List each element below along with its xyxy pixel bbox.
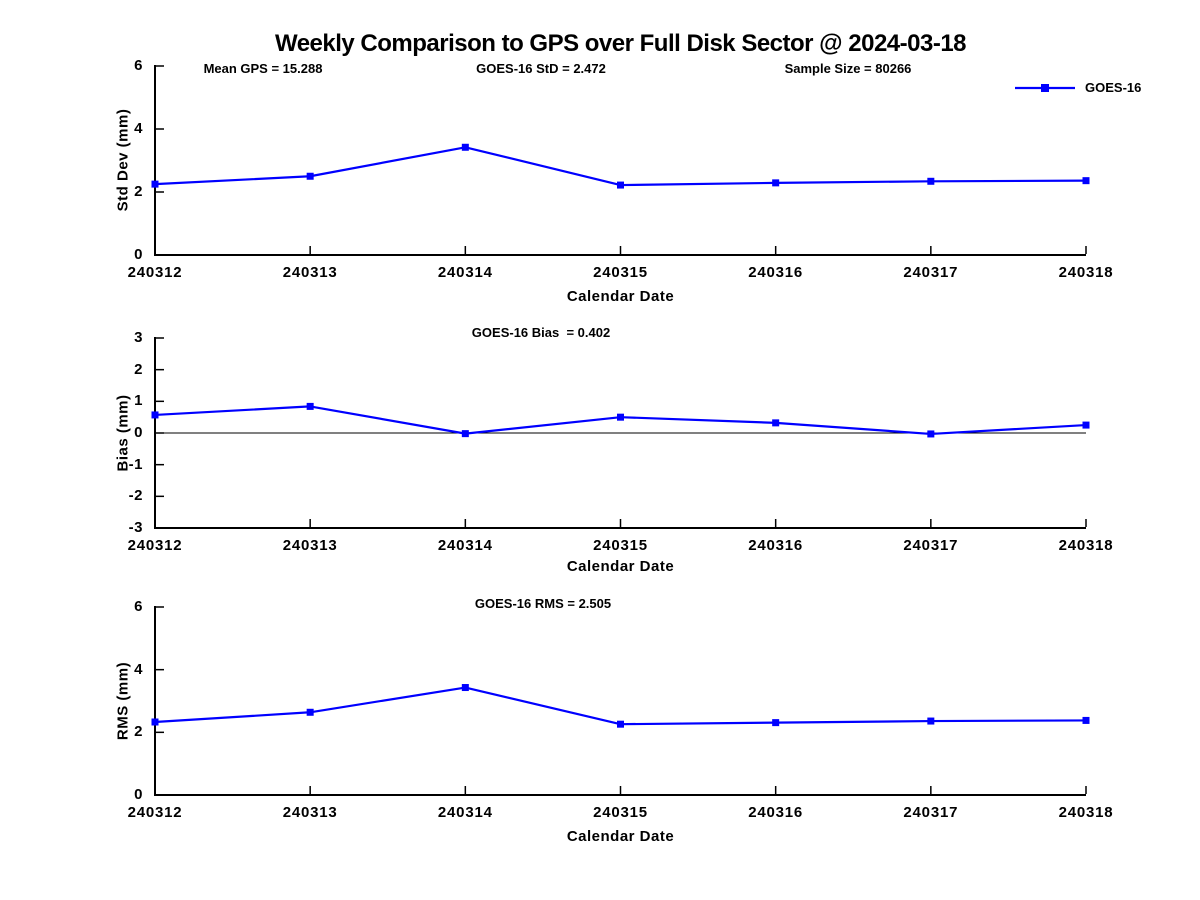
- y-tick-label: 0: [134, 786, 143, 803]
- annotation-goes16-std: GOES-16 StD = 2.472: [476, 61, 606, 76]
- x-tick-label: 240314: [437, 264, 493, 281]
- x-tick-label: 240318: [1058, 537, 1114, 554]
- x-tick-label: 240312: [127, 537, 183, 554]
- y-tick-label: 2: [134, 723, 143, 741]
- y-tick-label: 1: [134, 392, 143, 410]
- x-tick-label: 240318: [1058, 264, 1114, 281]
- annotation-mean-gps: Mean GPS = 15.288: [203, 61, 323, 76]
- y-tick-label: 4: [134, 660, 143, 678]
- x-tick-label: 240313: [282, 804, 338, 821]
- x-axis-label-stddev: Calendar Date: [566, 288, 675, 305]
- x-tick-label: 240312: [127, 264, 183, 281]
- x-tick-label: 240316: [748, 264, 804, 281]
- y-tick-label: 6: [134, 598, 143, 615]
- y-tick-label: 2: [134, 360, 143, 378]
- x-tick-label: 240314: [437, 804, 493, 821]
- bias-plot: [151, 337, 1090, 529]
- y-tick-label: 0: [134, 424, 143, 441]
- y-tick-label: 0: [134, 246, 143, 263]
- stddev-plot: [151, 65, 1090, 256]
- annotation-sample-size: Sample Size = 80266: [784, 61, 912, 76]
- x-tick-label: 240316: [748, 804, 804, 821]
- x-axis-label-rms: Calendar Date: [566, 828, 675, 845]
- y-tick-label: 2: [134, 183, 143, 200]
- x-tick-label: 240313: [282, 537, 338, 554]
- rms-plot: [151, 606, 1090, 796]
- x-tick-label: 240317: [903, 804, 959, 821]
- legend: GOES-16: [1014, 80, 1141, 95]
- legend-line-icon: [1015, 83, 1075, 92]
- y-tick-label: 3: [134, 329, 143, 346]
- y-tick-label: 4: [134, 120, 143, 137]
- legend-label: GOES-16: [1085, 80, 1142, 95]
- x-tick-label: 240312: [127, 804, 183, 821]
- x-tick-label: 240316: [748, 537, 804, 554]
- y-tick-label: -2: [128, 487, 143, 505]
- x-tick-label: 240314: [437, 537, 493, 554]
- x-axis-label-bias: Calendar Date: [566, 558, 675, 575]
- x-tick-label: 240317: [903, 537, 959, 554]
- annotation-goes16-bias: GOES-16 Bias = 0.402: [471, 325, 611, 340]
- x-tick-label: 240315: [593, 537, 648, 554]
- x-tick-label: 240318: [1058, 804, 1114, 821]
- annotation-goes16-rms: GOES-16 RMS = 2.505: [474, 596, 612, 611]
- figure-title: Weekly Comparison to GPS over Full Disk …: [274, 30, 967, 57]
- x-tick-label: 240317: [903, 264, 959, 281]
- x-tick-label: 240315: [593, 804, 648, 821]
- y-tick-label: -1: [128, 455, 143, 473]
- x-tick-label: 240315: [593, 264, 648, 281]
- y-tick-label: 6: [134, 57, 143, 74]
- x-tick-label: 240313: [282, 264, 338, 281]
- y-tick-label: -3: [128, 519, 143, 536]
